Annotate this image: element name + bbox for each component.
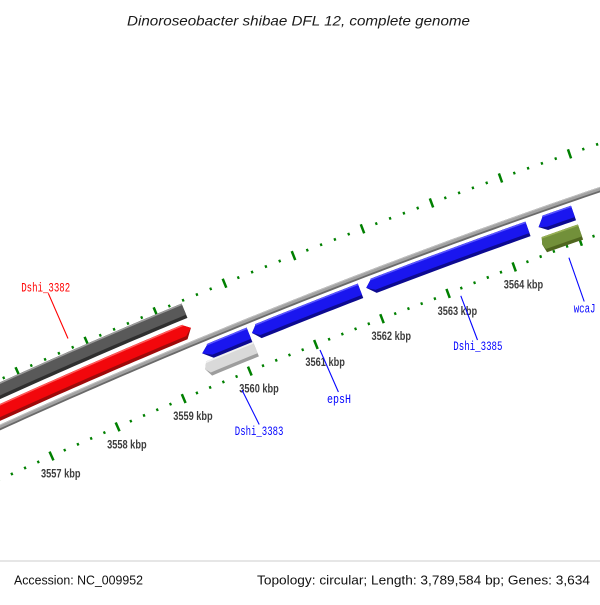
svg-text:3558 kbp: 3558 kbp [107, 437, 147, 451]
svg-text:3560 kbp: 3560 kbp [239, 381, 278, 395]
svg-text:Dshi_3383: Dshi_3383 [235, 425, 284, 439]
svg-text:Accession: NC_009952: Accession: NC_009952 [14, 574, 143, 588]
svg-text:Dshi_3382: Dshi_3382 [21, 281, 70, 295]
svg-text:3559 kbp: 3559 kbp [173, 409, 213, 423]
svg-text:3564 kbp: 3564 kbp [504, 277, 544, 291]
svg-text:wcaJ: wcaJ [574, 303, 596, 317]
svg-text:3557 kbp: 3557 kbp [41, 466, 81, 480]
svg-text:Dinoroseobacter shibae DFL 12,: Dinoroseobacter shibae DFL 12, complete … [127, 13, 470, 29]
svg-text:Topology: circular; Length: 3,: Topology: circular; Length: 3,789,584 bp… [257, 574, 590, 588]
svg-text:3563 kbp: 3563 kbp [438, 304, 478, 318]
svg-text:epsH: epsH [327, 393, 351, 407]
svg-text:3562 kbp: 3562 kbp [372, 329, 412, 343]
svg-text:Dshi_3385: Dshi_3385 [453, 340, 502, 354]
